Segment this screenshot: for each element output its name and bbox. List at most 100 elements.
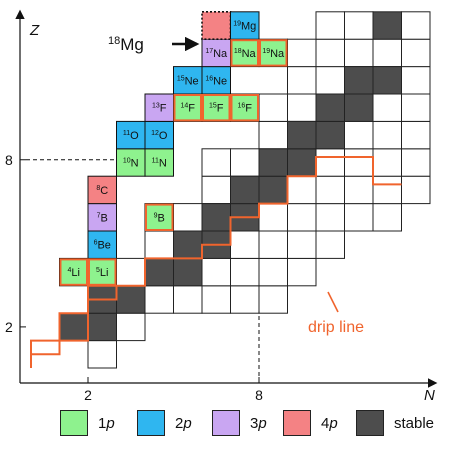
stable-cell xyxy=(372,11,402,40)
legend: 1p 2p 3p 4p stable xyxy=(0,403,472,443)
stable-cell xyxy=(144,257,174,287)
legend-label-stable: stable xyxy=(394,414,435,432)
white-cell xyxy=(116,312,146,342)
legend-label-2p: 2p xyxy=(175,414,192,432)
mass-number: 19 xyxy=(262,48,270,55)
element-symbol: F xyxy=(188,103,195,115)
drip-outline-cell xyxy=(259,39,288,67)
element-symbol: F xyxy=(245,103,252,115)
mass-number: 5 xyxy=(96,267,100,274)
element-symbol: Mg xyxy=(241,21,256,33)
nuclide-label: 8C xyxy=(96,185,108,197)
white-cell xyxy=(344,11,374,40)
white-cell xyxy=(144,285,174,314)
x-tick-label: 2 xyxy=(84,387,92,400)
white-cell xyxy=(372,120,402,150)
white-cell xyxy=(287,175,317,205)
mass-number: 15 xyxy=(177,75,185,82)
legend-item-stable: stable xyxy=(356,409,434,437)
nuclide-label: 6Be xyxy=(94,240,111,252)
element-symbol: Be xyxy=(97,240,110,252)
white-cell xyxy=(287,93,317,122)
nuclide-label: 15Ne xyxy=(177,75,199,87)
nuclide-label: 15F xyxy=(209,103,224,115)
stable-cell xyxy=(372,66,402,95)
legend-swatch-1p xyxy=(60,410,88,436)
white-cell xyxy=(258,120,288,150)
white-cell xyxy=(287,230,317,259)
white-cell xyxy=(258,93,288,122)
nuclide-label: 11N xyxy=(152,158,167,170)
y-tick-label: 2 xyxy=(5,319,13,335)
white-cell xyxy=(173,285,203,314)
white-cell xyxy=(230,230,260,259)
white-cell xyxy=(401,11,431,40)
element-symbol: F xyxy=(217,103,224,115)
mass-number: 6 xyxy=(94,240,98,247)
white-cell xyxy=(315,148,345,177)
white-cell xyxy=(201,285,231,314)
white-cell xyxy=(201,148,231,177)
element-symbol: N xyxy=(131,158,139,170)
white-cell xyxy=(230,285,260,314)
white-cell xyxy=(173,203,203,232)
nuclide-label: 10N xyxy=(123,158,139,170)
white-cell xyxy=(258,203,288,232)
neutron-drip-line xyxy=(30,284,117,368)
nuclide-label: 16Ne xyxy=(205,75,227,87)
drip-outline-cell xyxy=(145,203,174,232)
element-symbol: B xyxy=(158,212,165,224)
nuclide-label: 12O xyxy=(151,130,168,142)
element-symbol: F xyxy=(160,103,167,115)
element-symbol: C xyxy=(100,185,108,197)
stable-cell xyxy=(258,175,288,205)
emitter-cell-1p xyxy=(230,93,260,122)
mass-number: 11 xyxy=(152,158,159,165)
mass-number: 16 xyxy=(205,75,213,82)
white-cell xyxy=(258,230,288,259)
white-cell xyxy=(201,257,231,287)
element-symbol: B xyxy=(101,212,108,224)
stable-cell xyxy=(287,148,317,177)
legend-swatch-2p xyxy=(137,410,165,436)
nuclide-label: 19Mg xyxy=(233,21,256,33)
nuclide-label: 11O xyxy=(123,130,139,142)
nuclide-label: 9B xyxy=(154,212,165,224)
white-cell xyxy=(230,257,260,287)
drip-outline-cell xyxy=(59,258,88,286)
element-symbol: Na xyxy=(270,48,285,60)
mass-number: 18 xyxy=(234,48,242,55)
nuclide-label: 13F xyxy=(152,103,167,115)
emitter-cell-3p xyxy=(144,93,174,122)
white-cell xyxy=(287,203,317,232)
stable-cell xyxy=(258,148,288,177)
white-cell xyxy=(315,38,345,68)
drip-outline-cell xyxy=(230,39,259,67)
emitter-cell-2p xyxy=(173,66,203,95)
x-tick-label: 8 xyxy=(255,387,263,400)
drip-outline-cell xyxy=(230,94,259,122)
emitter-cell-4p xyxy=(87,175,117,205)
white-cell xyxy=(401,93,431,122)
stable-cell xyxy=(344,66,374,95)
white-cell xyxy=(372,38,402,68)
emitter-cell-1p xyxy=(116,148,146,177)
emitter-cell-1p xyxy=(258,38,288,68)
nuclide-label: 7B xyxy=(97,212,108,224)
white-cell xyxy=(344,120,374,150)
legend-label-3p: 3p xyxy=(250,414,267,432)
x-axis-label: N xyxy=(424,387,435,400)
emitter-cell-2p xyxy=(116,120,146,150)
white-cell xyxy=(372,93,402,122)
drip-line-label: drip line xyxy=(308,319,364,336)
stable-cell xyxy=(201,203,231,232)
white-cell xyxy=(144,230,174,259)
nuclide-label: 4Li xyxy=(68,267,80,279)
element-symbol: Na xyxy=(213,48,228,60)
mass-number: 17 xyxy=(205,48,213,55)
mass-number: 19 xyxy=(233,21,241,28)
emitter-cell-3p xyxy=(87,203,117,232)
stable-cell xyxy=(59,312,89,342)
